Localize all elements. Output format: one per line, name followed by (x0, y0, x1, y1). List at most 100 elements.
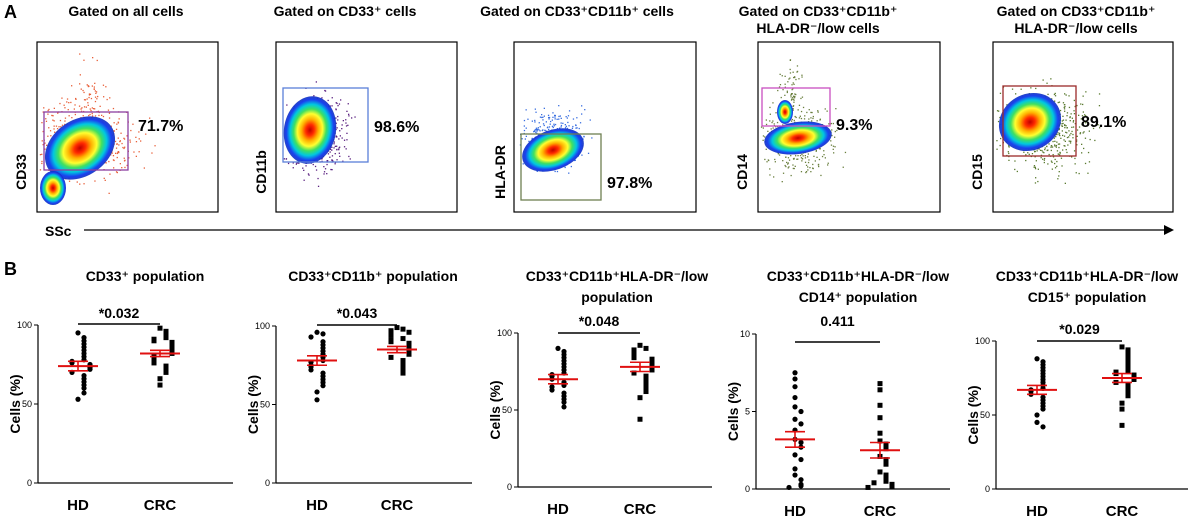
event-dot (339, 135, 341, 137)
event-dot (996, 110, 999, 112)
event-dot (805, 164, 808, 166)
event-dot (1034, 166, 1036, 168)
event-dot (801, 96, 804, 98)
event-dot (522, 163, 524, 165)
event-dot (1083, 131, 1085, 133)
data-point-hd (1034, 419, 1040, 425)
data-point-crc (643, 345, 649, 351)
data-point-crc (400, 367, 406, 373)
event-dot (98, 114, 100, 117)
event-dot (88, 96, 90, 99)
event-dot (41, 160, 43, 163)
event-dot (52, 119, 54, 121)
event-dot (827, 164, 829, 166)
event-dot (105, 162, 107, 164)
flow-plot-2-ylabel: CD11b (253, 150, 269, 194)
event-dot (339, 155, 341, 157)
event-dot (1085, 115, 1087, 117)
event-dot (102, 115, 105, 118)
event-dot (45, 118, 47, 120)
event-dot (791, 118, 793, 121)
event-dot (800, 110, 803, 113)
event-dot (806, 111, 808, 114)
event-dot (112, 155, 115, 157)
event-dot (567, 121, 569, 124)
event-dot (89, 113, 91, 116)
event-dot (92, 57, 94, 59)
event-dot (326, 160, 328, 162)
event-dot (1067, 144, 1069, 146)
event-dot (1037, 168, 1039, 170)
event-dot (549, 123, 551, 125)
event-dot (1071, 117, 1073, 119)
event-dot (787, 167, 789, 169)
event-dot (784, 83, 786, 85)
event-dot (124, 166, 126, 169)
event-dot (1056, 165, 1058, 167)
event-dot (767, 159, 769, 161)
event-dot (559, 127, 561, 129)
event-dot (800, 117, 803, 120)
event-dot (1066, 151, 1068, 154)
event-dot (827, 162, 829, 164)
event-dot (801, 158, 804, 160)
gate-rectangle (282, 87, 369, 163)
event-dot (798, 78, 800, 80)
event-dot (786, 161, 788, 164)
event-dot (805, 171, 808, 173)
event-dot (1057, 143, 1060, 145)
event-dot (1057, 178, 1059, 180)
event-dot (1025, 154, 1027, 156)
event-dot (1052, 154, 1054, 156)
event-dot (79, 83, 81, 85)
event-dot (71, 117, 73, 119)
data-point-crc (1125, 353, 1131, 359)
event-dot (792, 97, 794, 99)
event-dot (329, 105, 331, 107)
event-dot (1054, 140, 1056, 142)
event-dot (1087, 151, 1090, 154)
event-dot (94, 90, 96, 92)
event-dot (151, 152, 153, 154)
event-dot (1076, 104, 1078, 107)
event-dot (332, 160, 334, 162)
event-dot (799, 154, 802, 157)
event-dot (793, 95, 795, 97)
event-dot (337, 115, 339, 118)
event-dot (1078, 126, 1081, 128)
density-blob (998, 92, 1062, 152)
event-dot (818, 158, 821, 161)
event-dot (1098, 105, 1101, 107)
ssc-axis-label: SSc (45, 223, 72, 239)
event-dot (94, 115, 97, 117)
event-dot (1081, 152, 1083, 154)
event-dot (39, 169, 42, 171)
data-point-crc (400, 326, 406, 332)
data-point-crc (151, 360, 157, 366)
event-dot (82, 115, 84, 117)
event-dot (75, 98, 77, 100)
event-dot (1054, 145, 1056, 147)
event-dot (116, 171, 118, 174)
event-dot (312, 163, 314, 166)
event-dot (769, 168, 771, 170)
event-dot (534, 121, 536, 123)
data-point-crc (394, 325, 400, 331)
event-dot (1061, 165, 1063, 167)
event-dot (47, 135, 49, 137)
event-dot (1059, 152, 1061, 154)
event-dot (996, 148, 998, 150)
event-dot (83, 183, 85, 185)
event-dot (542, 119, 544, 121)
event-dot (790, 94, 792, 96)
event-dot (118, 144, 120, 146)
event-dot (1043, 152, 1045, 154)
chart-title-line: CD33⁺CD11b⁺HLA-DR⁻/low (767, 268, 950, 284)
event-dot (1078, 114, 1080, 116)
data-point-crc (865, 484, 871, 490)
event-dot (129, 139, 131, 141)
data-point-crc (637, 395, 643, 401)
data-point-crc (163, 328, 169, 334)
data-point-crc (883, 457, 889, 463)
event-dot (321, 158, 323, 160)
